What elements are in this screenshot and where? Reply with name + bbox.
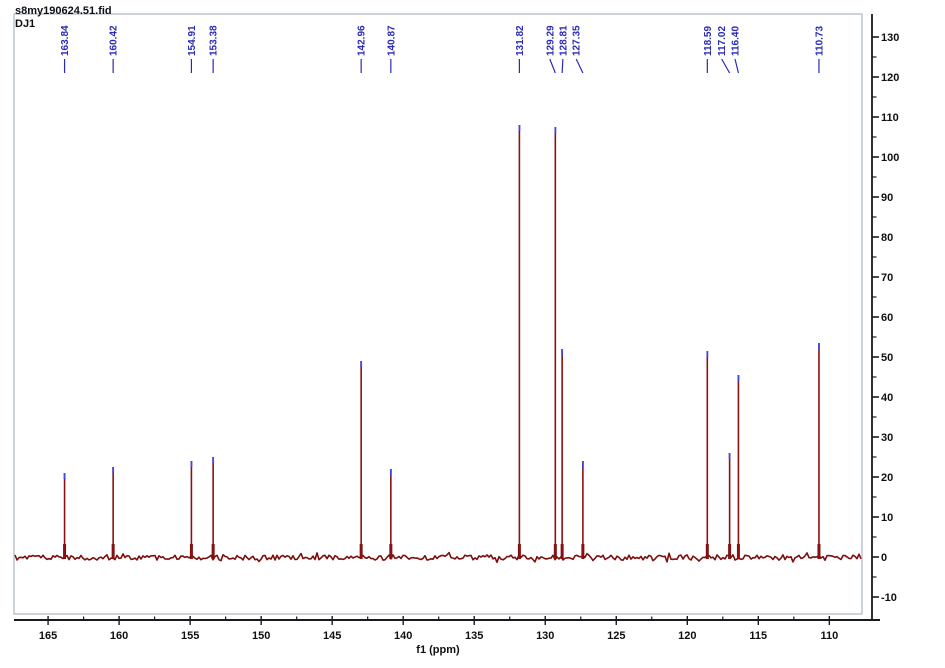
x-axis-tick-label: 130 [536, 630, 554, 642]
y-axis-tick-label: 10 [881, 512, 893, 524]
peak-label-tick [734, 58, 740, 74]
y-axis-tick-label: 0 [881, 552, 887, 564]
peak-label[interactable]: 160.42 [109, 25, 120, 56]
x-axis-tick-label: 150 [252, 630, 270, 642]
x-axis-title: f1 (ppm) [416, 644, 460, 656]
y-axis-tick-label: 90 [881, 192, 893, 204]
y-axis-tick-label: 70 [881, 272, 893, 284]
peak-label-tick [549, 58, 556, 74]
peak-label[interactable]: 128.81 [558, 25, 569, 56]
peak-label[interactable]: 127.35 [572, 25, 583, 56]
y-axis-tick-label: -10 [881, 592, 897, 604]
y-axis-tick-label: 120 [881, 72, 899, 84]
peak-label-tick [575, 58, 584, 74]
peak-label[interactable]: 154.91 [187, 25, 198, 56]
peak-label[interactable]: 118.59 [703, 26, 714, 56]
y-axis-tick-label: 100 [881, 152, 899, 164]
y-axis-tick-label: 40 [881, 392, 893, 404]
x-axis-tick-label: 145 [323, 630, 341, 642]
peak-label[interactable]: 131.82 [515, 25, 526, 56]
spectrum-filename: s8my190624.51.fid [15, 5, 112, 17]
peak-label-tick [561, 58, 564, 74]
peak-label[interactable]: 117.02 [717, 26, 728, 56]
x-axis-tick-label: 140 [394, 630, 412, 642]
plot-frame [13, 13, 863, 615]
baseline-noise [14, 551, 862, 564]
y-axis-tick-label: 20 [881, 472, 893, 484]
y-axis-tick-label: 130 [881, 32, 899, 44]
peak-label[interactable]: 163.84 [60, 25, 71, 56]
y-axis-tick-label: 60 [881, 312, 893, 324]
title-block: s8my190624.51.fid DJ1 [15, 5, 112, 31]
x-axis-tick-label: 160 [110, 630, 128, 642]
x-axis-tick-label: 135 [465, 630, 483, 642]
peak-label[interactable]: 116.40 [731, 26, 742, 56]
y-axis-tick-label: 30 [881, 432, 893, 444]
peak-label[interactable]: 129.29 [545, 25, 556, 56]
x-axis-tick-label: 110 [820, 630, 838, 642]
peak-label[interactable]: 140.87 [386, 25, 397, 56]
y-axis-tick-label: 80 [881, 232, 893, 244]
y-axis-tick-label: 110 [881, 112, 899, 124]
peak-label[interactable]: 110.73 [814, 26, 825, 56]
peak-label[interactable]: 153.38 [209, 25, 220, 56]
x-axis-tick-label: 165 [39, 630, 57, 642]
x-axis-tick-label: 155 [181, 630, 199, 642]
x-axis-tick-label: 115 [749, 630, 767, 642]
peak-label-tick [721, 58, 731, 74]
x-axis-tick-label: 120 [678, 630, 696, 642]
peak-label[interactable]: 142.96 [357, 25, 368, 56]
sample-id: DJ1 [15, 18, 36, 30]
x-axis-tick-label: 125 [607, 630, 625, 642]
y-axis-tick-label: 50 [881, 352, 893, 364]
